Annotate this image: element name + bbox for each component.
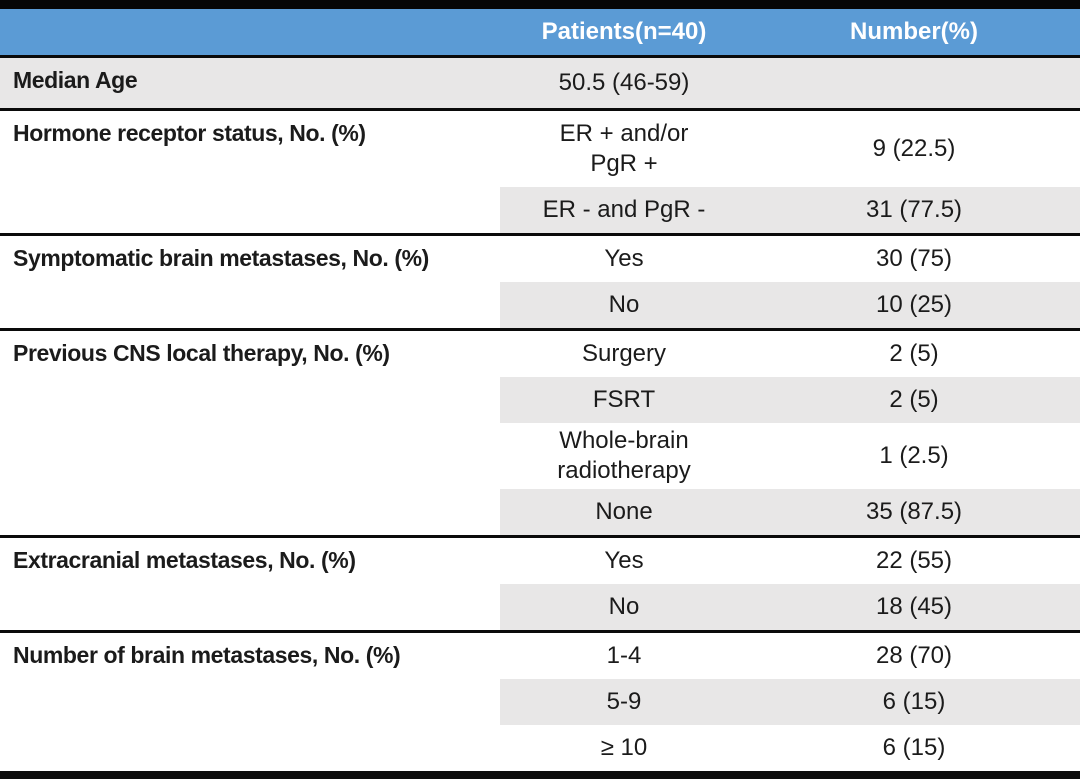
cell-number: 6 (15) — [748, 679, 1080, 725]
cell-number: 10 (25) — [748, 282, 1080, 330]
cell-number: 18 (45) — [748, 584, 1080, 632]
table-row-symptomatic-yes: Symptomatic brain metastases, No. (%) Ye… — [0, 233, 1080, 330]
cell-number: 28 (70) — [748, 630, 1080, 679]
cell-number: 31 (77.5) — [748, 187, 1080, 235]
cell-number: 30 (75) — [748, 233, 1080, 282]
row-label: Extracranial metastases, No. (%) — [0, 535, 500, 632]
row-label: Hormone receptor status, No. (%) — [0, 108, 500, 235]
cell-value: No — [500, 282, 748, 330]
table-row-median-age: Median Age 50.5 (46-59) — [0, 56, 1080, 110]
cell-number: 9 (22.5) — [748, 108, 1080, 187]
table-row-cns-none: None 35 (87.5) — [0, 489, 1080, 537]
cell-value: ≥ 10 — [600, 734, 648, 761]
cell-number: 6 (15) — [882, 734, 946, 761]
row-label: Number of brain metastases, No. (%) — [0, 630, 500, 775]
row-label: Median Age — [0, 56, 500, 110]
table-row-brainmets-1-4: Number of brain metastases, No. (%) 1-4 … — [0, 630, 1080, 775]
cell-value: Whole-brain radiotherapy — [557, 427, 691, 484]
cell-number: 35 (87.5) — [748, 489, 1080, 537]
table-row-hormone-er-pos: Hormone receptor status, No. (%) ER + an… — [0, 108, 1080, 235]
cell-value: Surgery — [500, 328, 748, 377]
row-label: Symptomatic brain metastases, No. (%) — [0, 233, 500, 330]
cell-number: 2 (5) — [748, 377, 1080, 423]
table-row-extracranial-no: No 18 (45) — [0, 584, 1080, 632]
table-row-brainmets-5-9: 5-9 6 (15) — [0, 679, 1080, 725]
table-row-hormone-er-neg: ER - and PgR - 31 (77.5) — [0, 187, 1080, 235]
cell-number: 1 (2.5) — [879, 442, 949, 469]
cell-value: 5-9 — [500, 679, 748, 725]
header-cell-number: Number(%) — [748, 4, 1080, 58]
cell-number — [748, 56, 1080, 110]
cell-value: Yes — [500, 535, 748, 584]
cell-number: 2 (5) — [748, 328, 1080, 377]
table-row-symptomatic-no: No 10 (25) — [0, 282, 1080, 330]
cell-value: ER + and/or PgR + — [500, 108, 748, 187]
header-row: Patients(n=40) Number(%) — [0, 4, 1080, 58]
cell-value: None — [500, 489, 748, 537]
header-cell-patients: Patients(n=40) — [500, 4, 748, 58]
header-cell-empty — [0, 4, 500, 58]
row-label: Previous CNS local therapy, No. (%) — [0, 328, 500, 537]
table-row-cns-wbrt: Whole-brain radiotherapy 1 (2.5) — [0, 423, 1080, 489]
cell-number: 22 (55) — [748, 535, 1080, 584]
cell-value: No — [500, 584, 748, 632]
cell-value: 1-4 — [500, 630, 748, 679]
table-row-extracranial-yes: Extracranial metastases, No. (%) Yes 22 … — [0, 535, 1080, 632]
cell-value: ER - and PgR - — [500, 187, 748, 235]
table-row-cns-surgery: Previous CNS local therapy, No. (%) Surg… — [0, 328, 1080, 537]
cell-value: FSRT — [500, 377, 748, 423]
cell-value: Yes — [500, 233, 748, 282]
cell-value: 50.5 (46-59) — [500, 56, 748, 110]
table-row-cns-fsrt: FSRT 2 (5) — [0, 377, 1080, 423]
table-row-brainmets-10plus: ≥ 10 6 (15) — [0, 725, 1080, 775]
